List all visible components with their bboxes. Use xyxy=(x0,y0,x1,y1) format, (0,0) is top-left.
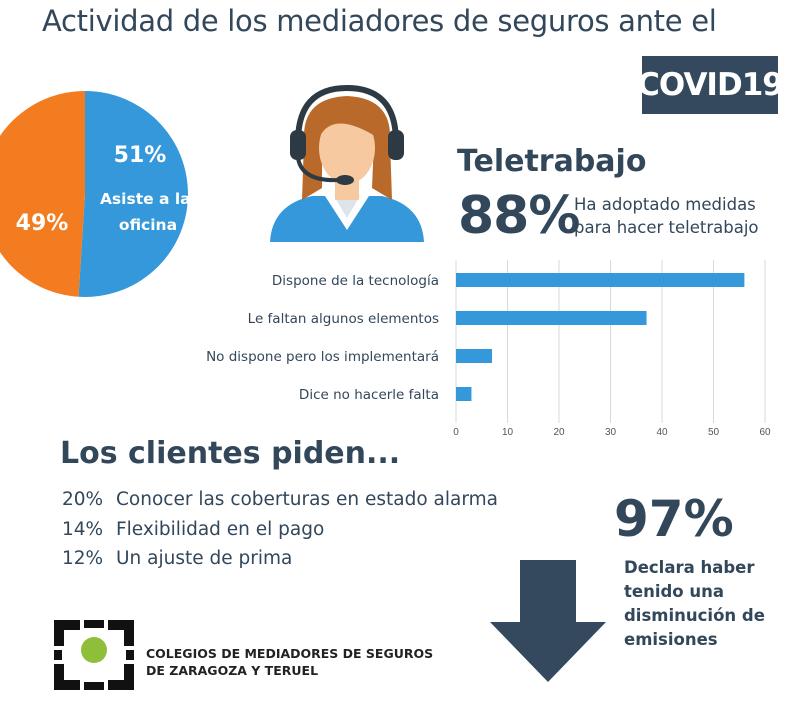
pie-category-line-1: Asiste a la xyxy=(100,190,190,208)
bar-2 xyxy=(456,349,493,363)
clientes-title: Los clientes piden... xyxy=(60,436,401,471)
request-percent: 12% xyxy=(62,548,104,569)
teletrabajo-bar-chart: Dispone de la tecnología Le faltan alguno… xyxy=(206,260,771,438)
bar-0 xyxy=(456,273,745,287)
pie-slices xyxy=(0,91,188,297)
pie-label-49: 49% xyxy=(16,211,69,236)
bar-chart-rows: Dispone de la tecnología Le faltan alguno… xyxy=(206,273,745,403)
x-tick-label: 0 xyxy=(453,427,459,438)
request-text: Conocer las coberturas en estado alarma xyxy=(116,489,498,510)
x-tick-label: 10 xyxy=(502,427,514,438)
teletrabajo-description: Ha adoptado medidas para hacer teletraba… xyxy=(574,195,759,237)
teletrabajo-title: Teletrabajo xyxy=(457,144,647,179)
x-tick-label: 60 xyxy=(759,427,771,438)
request-text: Un ajuste de prima xyxy=(116,548,293,569)
pie-category-line-2: oficina xyxy=(119,216,177,234)
request-row: 14% Flexibilidad en el pago xyxy=(62,519,324,540)
x-tick-label: 50 xyxy=(708,427,720,438)
request-percent: 14% xyxy=(62,519,104,540)
bar-category-label: No dispone pero los implementará xyxy=(206,349,439,365)
organization-line-1: COLEGIOS DE MEDIADORES DE SEGUROS xyxy=(146,646,434,661)
bar-1 xyxy=(456,311,647,325)
request-percent: 20% xyxy=(62,489,104,510)
bar-category-label: Le faltan algunos elementos xyxy=(248,311,439,327)
pie-label-51: 51% xyxy=(114,143,167,168)
bar-3 xyxy=(456,387,472,401)
emisiones-percent: 97% xyxy=(614,490,734,548)
bar-category-label: Dice no hacerle falta xyxy=(299,387,439,403)
pie-slice-0 xyxy=(78,91,188,297)
emisiones-description: Declara haber tenido una disminución de … xyxy=(624,558,765,649)
bar-chart-x-ticks: 0 10 20 30 40 50 60 xyxy=(453,427,771,438)
request-row: 12% Un ajuste de prima xyxy=(62,548,292,569)
pie-slice-1 xyxy=(0,91,85,297)
call-agent-icon xyxy=(270,84,424,242)
pie-category-label: Asiste a la oficina xyxy=(100,190,190,234)
request-row: 20% Conocer las coberturas en estado alar… xyxy=(62,489,498,510)
colegio-logo-icon xyxy=(54,620,134,690)
covid-badge: COVID19 xyxy=(637,56,784,114)
organization-name: COLEGIOS DE MEDIADORES DE SEGUROS DE ZAR… xyxy=(146,645,433,679)
teletrabajo-percent: 88% xyxy=(458,186,580,246)
request-text: Flexibilidad en el pago xyxy=(116,519,325,540)
x-tick-label: 30 xyxy=(605,427,617,438)
page-title: Actividad de los mediadores de seguros a… xyxy=(42,4,717,38)
pie-chart: 51% Asiste a la oficina 49% xyxy=(0,91,190,297)
x-tick-label: 20 xyxy=(553,427,565,438)
bar-category-label: Dispone de la tecnología xyxy=(272,273,439,289)
down-arrow-icon xyxy=(490,560,606,682)
organization-line-2: DE ZARAGOZA Y TERUEL xyxy=(146,663,319,678)
x-tick-label: 40 xyxy=(656,427,668,438)
